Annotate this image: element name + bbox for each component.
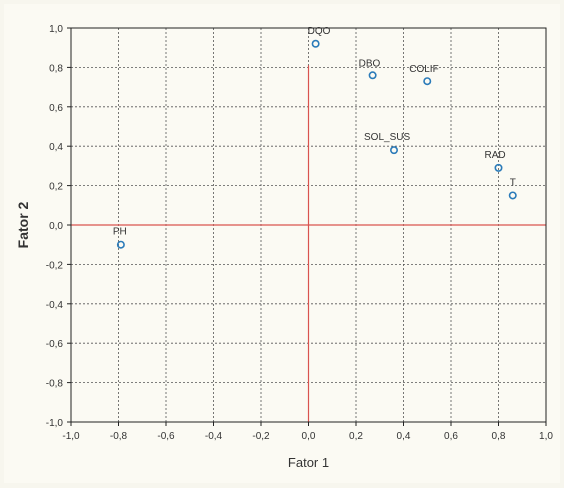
x-tick-label: 1,0 [539, 431, 553, 442]
point-label: T [510, 177, 516, 188]
x-tick-label: 0,8 [492, 431, 506, 442]
y-axis-label: Fator 2 [15, 201, 31, 248]
x-tick-label: -0,8 [110, 431, 128, 442]
x-tick-label: 0,0 [302, 431, 316, 442]
y-tick-label: 0,8 [49, 63, 63, 74]
x-tick-label: 0,6 [444, 431, 458, 442]
x-tick-label: 0,2 [349, 431, 363, 442]
y-tick-label: -0,6 [46, 339, 64, 350]
point-label: DBO [359, 58, 381, 69]
point-label: DQO [308, 26, 331, 37]
point-label: RAD [485, 150, 506, 161]
x-axis-label: Fator 1 [288, 455, 329, 470]
reference-lines [71, 65, 546, 422]
data-point [494, 163, 503, 172]
y-tick-label: -0,4 [46, 300, 64, 311]
x-tick-label: -0,6 [157, 431, 175, 442]
tick-labels: -1,0 -0,8 -0,6 -0,4 -0,2 0,0 0,2 0,4 0,6 0,8 1,0 1,… [46, 24, 554, 442]
point-label: COLIF [409, 64, 438, 75]
data-point [389, 146, 398, 155]
x-tick-label: -0,2 [252, 431, 270, 442]
y-tick-label: 0,2 [49, 182, 63, 193]
x-tick-label: -0,4 [205, 431, 223, 442]
data-point [423, 77, 432, 86]
y-tick-label: 0,4 [49, 142, 63, 153]
y-tick-label: 0,6 [49, 103, 63, 114]
y-tick-label: -1,0 [46, 418, 64, 429]
x-tick-label: -1,0 [62, 431, 80, 442]
scatter-chart: -1,0 -0,8 -0,6 -0,4 -0,2 0,0 0,2 0,4 0,6 0,8 1,0 1,… [15, 24, 554, 470]
y-tick-label: 1,0 [49, 24, 63, 35]
data-point [116, 240, 125, 249]
data-point [311, 39, 320, 48]
data-point [368, 71, 377, 80]
y-tick-label: -0,2 [46, 260, 64, 271]
point-label: PH [113, 227, 127, 238]
x-tick-label: 0,4 [397, 431, 411, 442]
data-points: DQO DBO COLIF SOL_SUS RAD T PH [113, 26, 517, 249]
chart-figure: -1,0 -0,8 -0,6 -0,4 -0,2 0,0 0,2 0,4 0,6 0,8 1,0 1,… [4, 4, 560, 483]
point-label: SOL_SUS [364, 132, 410, 143]
data-point [508, 191, 517, 200]
y-tick-label: 0,0 [49, 221, 63, 232]
y-tick-label: -0,8 [46, 379, 64, 390]
